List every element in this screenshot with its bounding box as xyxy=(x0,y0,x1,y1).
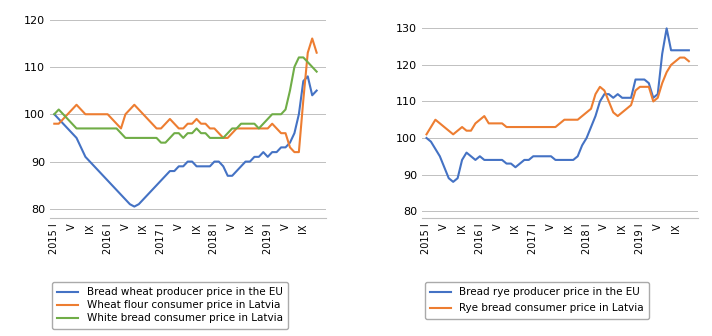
Legend: Bread rye producer price in the EU, Rye bread consumer price in Latvia: Bread rye producer price in the EU, Rye … xyxy=(424,282,649,319)
Legend: Bread wheat producer price in the EU, Wheat flour consumer price in Latvia, Whit: Bread wheat producer price in the EU, Wh… xyxy=(52,282,288,329)
